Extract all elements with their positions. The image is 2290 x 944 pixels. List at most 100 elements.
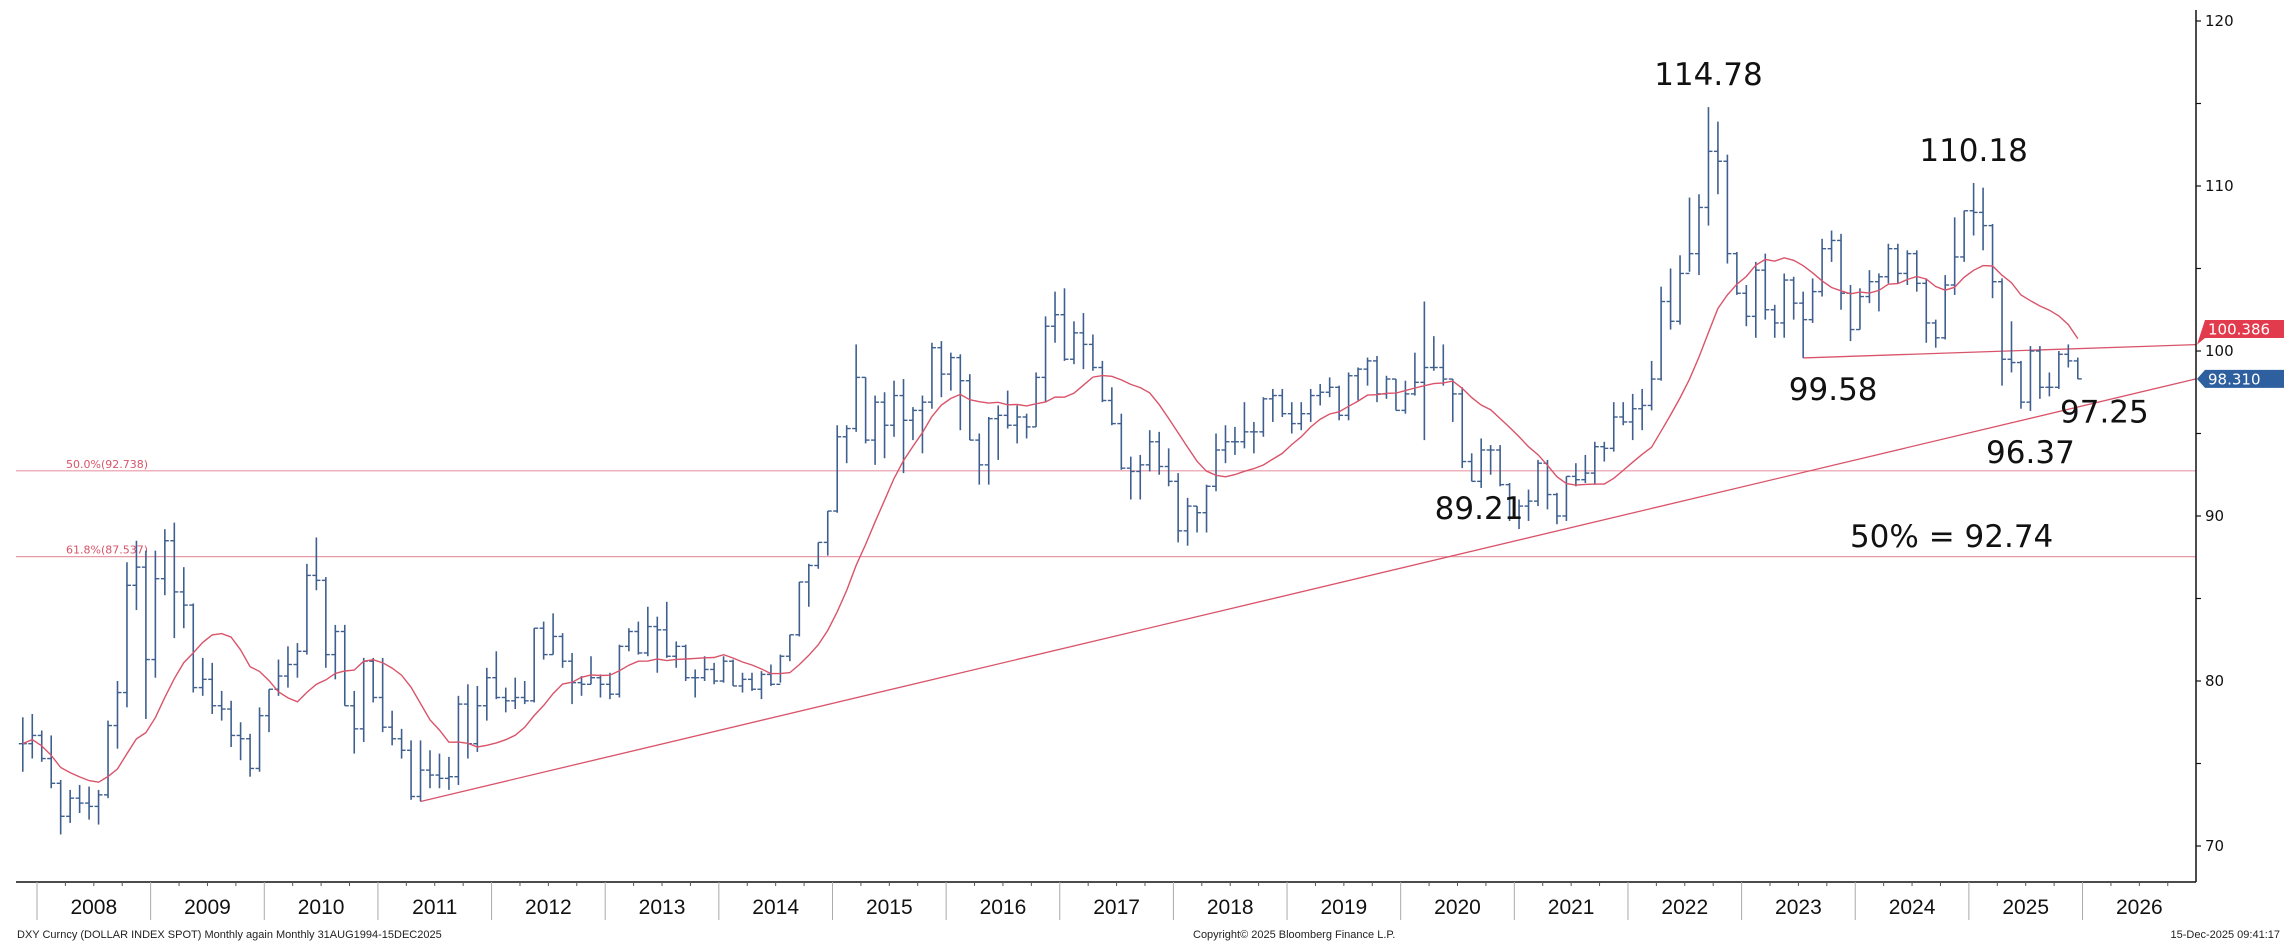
ohlc-bar bbox=[1837, 233, 1846, 310]
ohlc-bar bbox=[1676, 255, 1685, 325]
ohlc-bar bbox=[662, 601, 671, 658]
ohlc-bar bbox=[179, 567, 188, 629]
ohlc-bar bbox=[880, 392, 889, 459]
ohlc-bar bbox=[274, 659, 283, 696]
ohlc-bar bbox=[416, 740, 425, 802]
ohlc-bar bbox=[766, 664, 775, 686]
ohlc-bar bbox=[198, 657, 207, 696]
ohlc-bar bbox=[1628, 393, 1637, 441]
ohlc-bar bbox=[776, 654, 785, 685]
ohlc-bar bbox=[1600, 441, 1609, 462]
x-tick-label: 2018 bbox=[1207, 896, 1254, 919]
ohlc-bar bbox=[501, 687, 510, 713]
ohlc-bar bbox=[1581, 454, 1590, 483]
x-tick-label: 2021 bbox=[1548, 896, 1595, 919]
ohlc-bar bbox=[113, 681, 122, 749]
ohlc-bar bbox=[208, 662, 217, 714]
ohlc-bar bbox=[2016, 360, 2025, 409]
ohlc-bar bbox=[2054, 351, 2063, 389]
ohlc-bar bbox=[738, 672, 747, 693]
ohlc-bar bbox=[1638, 388, 1647, 431]
ohlc-bar bbox=[842, 425, 851, 464]
trendline bbox=[420, 378, 2197, 803]
annotation-label: 114.78 bbox=[1654, 57, 1762, 93]
ohlc-bar bbox=[482, 667, 491, 721]
ohlc-bar bbox=[700, 656, 709, 681]
ohlc-bar bbox=[1666, 268, 1675, 330]
ohlc-bar bbox=[444, 756, 453, 790]
ohlc-bar bbox=[1458, 387, 1467, 469]
ohlc-bar bbox=[1003, 390, 1012, 429]
y-tick-label: 120 bbox=[2205, 12, 2234, 30]
x-tick-label: 2026 bbox=[2116, 896, 2163, 919]
ohlc-bar bbox=[1751, 261, 1760, 338]
x-tick-label: 2016 bbox=[980, 896, 1027, 919]
ohlc-bar bbox=[1278, 388, 1287, 417]
annotation-label: 96.37 bbox=[1986, 435, 2075, 471]
ohlc-bar bbox=[937, 341, 946, 398]
ohlc-bar bbox=[283, 646, 292, 688]
ohlc-bar bbox=[757, 671, 766, 700]
ohlc-bar bbox=[1657, 286, 1666, 381]
ohlc-bar bbox=[1855, 288, 1864, 331]
ohlc-bar bbox=[577, 676, 586, 696]
ohlc-bar bbox=[47, 735, 56, 789]
ohlc-bar bbox=[1287, 402, 1296, 434]
ohlc-bar bbox=[672, 641, 681, 668]
x-tick-label: 2019 bbox=[1321, 896, 1368, 919]
ohlc-bar bbox=[1145, 430, 1154, 472]
ohlc-bar bbox=[1827, 230, 1836, 262]
ohlc-bar bbox=[2007, 321, 2016, 373]
ohlc-bar bbox=[122, 562, 131, 708]
ohlc-bar bbox=[965, 374, 974, 441]
ohlc-bar bbox=[956, 354, 965, 431]
ohlc-bar bbox=[814, 541, 823, 569]
ohlc-bar bbox=[435, 753, 444, 789]
ohlc-bar bbox=[1619, 402, 1628, 426]
ohlc-bar bbox=[719, 656, 728, 683]
ohlc-bar bbox=[189, 603, 198, 693]
ohlc-bar bbox=[293, 643, 302, 678]
ohlc-bar bbox=[1136, 454, 1145, 500]
ohlc-bar bbox=[170, 522, 179, 639]
ohlc-bar bbox=[1524, 489, 1533, 521]
axes: 2008 2009 2010 2011 2012 2013 2014 2015 2016 2017… bbox=[16, 10, 2234, 920]
ohlc-bar bbox=[1496, 445, 1505, 487]
ohlc-bar bbox=[1770, 304, 1779, 338]
fib-label: 50.0%(92.738) bbox=[66, 458, 148, 471]
ohlc-bar bbox=[1268, 388, 1277, 422]
ohlc-bar bbox=[1344, 372, 1353, 421]
ohlc-bar bbox=[1486, 445, 1495, 475]
x-tick-label: 2020 bbox=[1434, 896, 1481, 919]
moving-average-line bbox=[22, 257, 2079, 783]
ohlc-bar bbox=[2064, 344, 2073, 368]
trendlines bbox=[420, 343, 2197, 803]
ohlc-bar bbox=[1515, 499, 1524, 530]
ohlc-bar bbox=[861, 376, 870, 444]
ohlc-bar bbox=[908, 407, 917, 441]
ohlc-bar bbox=[246, 733, 255, 777]
ohlc-bar bbox=[426, 750, 435, 789]
ohlc-bar bbox=[1988, 223, 1997, 299]
x-tick-label: 2009 bbox=[184, 896, 231, 919]
ohlc-bar bbox=[1041, 316, 1050, 403]
ohlc-bar bbox=[1998, 278, 2007, 386]
ohlc-bar bbox=[795, 581, 804, 637]
ohlc-bar bbox=[75, 784, 84, 813]
ohlc-bar bbox=[1780, 273, 1789, 338]
annotation-label: 97.25 bbox=[2060, 394, 2149, 430]
ohlc-bar bbox=[28, 714, 37, 759]
footer-timestamp: 15-Dec-2025 09:41:17 bbox=[2171, 929, 2280, 941]
ohlc-bar bbox=[1335, 385, 1344, 421]
ohlc-bar bbox=[1391, 378, 1400, 412]
x-tick-label: 2010 bbox=[298, 896, 345, 919]
ohlc-bar bbox=[1240, 402, 1249, 449]
ohlc-bar bbox=[823, 510, 832, 556]
ohlc-bar bbox=[984, 417, 993, 485]
ohlc-bar bbox=[1098, 360, 1107, 403]
ohlc-bar bbox=[1022, 413, 1031, 439]
ohlc-bar bbox=[1732, 252, 1741, 295]
ohlc-bar bbox=[85, 786, 94, 820]
x-tick-label: 2015 bbox=[866, 896, 913, 919]
ohlc-bar bbox=[681, 644, 690, 681]
